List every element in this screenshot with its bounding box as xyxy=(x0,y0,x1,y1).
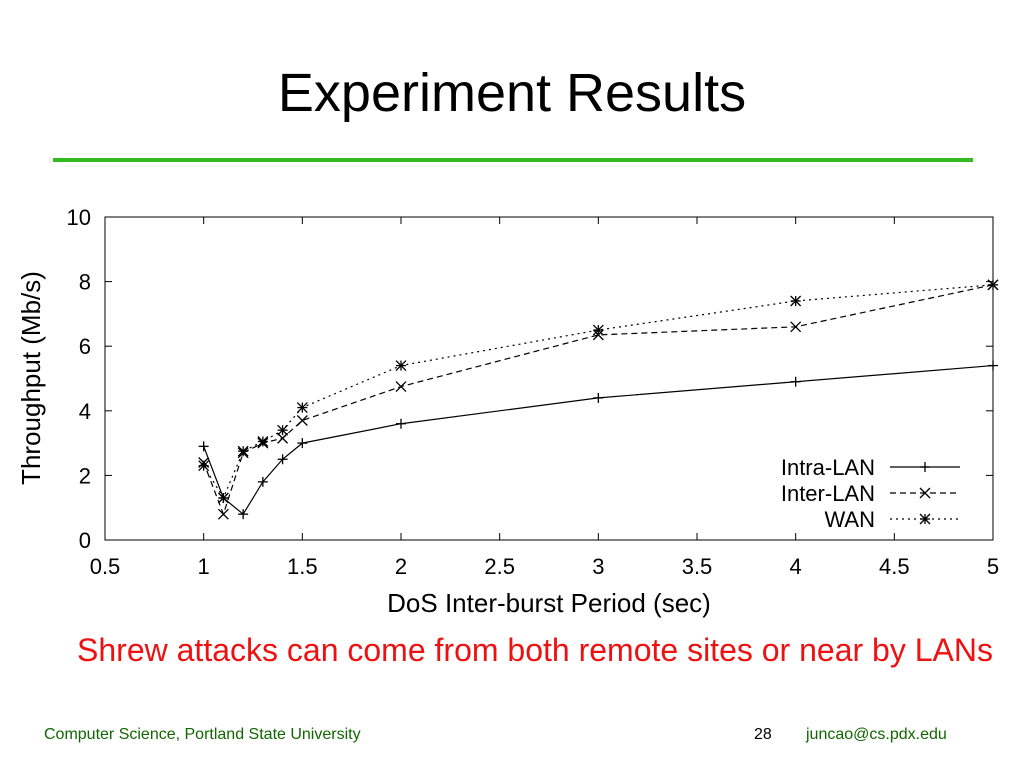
x-tick-label: 1 xyxy=(198,554,210,579)
data-point-wan xyxy=(198,460,210,472)
x-tick-label: 1.5 xyxy=(287,554,318,579)
data-point-wan xyxy=(237,445,249,457)
data-point-intra-lan xyxy=(257,476,268,487)
data-point-wan xyxy=(790,295,802,307)
data-point-inter-lan xyxy=(277,432,289,444)
footer-email: juncao@cs.pdx.edu xyxy=(806,726,947,743)
x-tick-label: 4.5 xyxy=(879,554,910,579)
data-point-intra-lan xyxy=(988,360,998,371)
legend-marker-intra-lan xyxy=(920,462,930,472)
x-axis-label: DoS Inter-burst Period (sec) xyxy=(387,588,711,618)
data-point-intra-lan xyxy=(297,438,308,449)
series-line-intra-lan xyxy=(203,364,994,516)
data-point-intra-lan xyxy=(593,392,604,403)
data-point-wan xyxy=(296,402,308,414)
data-point-wan xyxy=(592,324,604,336)
data-point-intra-lan xyxy=(198,441,209,452)
data-point-inter-lan xyxy=(217,508,229,520)
footer-institution: Computer Science, Portland State Univers… xyxy=(44,726,361,743)
plot-area-frame xyxy=(104,216,994,541)
y-tick-label: 0 xyxy=(79,528,91,553)
x-tick-label: 4 xyxy=(790,554,802,579)
data-point-intra-lan xyxy=(790,376,801,387)
title-divider xyxy=(53,158,973,162)
data-point-inter-lan xyxy=(296,415,308,426)
series-line-inter-lan xyxy=(203,284,994,516)
data-point-wan xyxy=(277,424,289,436)
x-tick-label: 5 xyxy=(987,554,999,579)
series-line-wan xyxy=(203,284,994,500)
x-tick-label: 3 xyxy=(592,554,604,579)
data-point-inter-lan xyxy=(790,321,802,333)
data-point-wan xyxy=(395,360,407,372)
data-point-inter-lan xyxy=(395,381,407,393)
y-tick-label: 4 xyxy=(79,399,91,424)
legend-label-intra-lan: Intra-LAN xyxy=(781,455,875,480)
data-point-wan xyxy=(257,436,269,447)
throughput-chart: 0.5 1 1.5 2 2.5 3 3.5 4 4.5 5 0 2 4 6 8 10 Intra-LANInt… xyxy=(16,205,999,618)
legend-label-wan: WAN xyxy=(824,507,875,532)
legend-marker-inter-lan xyxy=(919,487,931,499)
data-point-wan xyxy=(987,279,999,291)
slide-caption: Shrew attacks can come from both remote … xyxy=(77,632,993,668)
legend-marker-wan xyxy=(919,513,931,525)
y-tick-label: 8 xyxy=(79,270,91,295)
x-tick-label: 2 xyxy=(395,554,407,579)
x-tick-label: 2.5 xyxy=(484,554,515,579)
y-tick-label: 6 xyxy=(79,334,91,359)
data-point-intra-lan xyxy=(238,509,249,520)
data-point-intra-lan xyxy=(277,454,288,465)
y-axis-label: Throughput (Mb/s) xyxy=(16,271,46,485)
data-point-intra-lan xyxy=(396,418,406,429)
slide-title: Experiment Results xyxy=(277,63,747,123)
legend-label-inter-lan: Inter-LAN xyxy=(781,481,875,506)
data-point-wan xyxy=(217,492,229,504)
x-tick-label: 3.5 xyxy=(682,554,713,579)
page-number: 28 xyxy=(754,726,772,743)
y-tick-label: 10 xyxy=(67,205,91,230)
y-tick-label: 2 xyxy=(79,463,91,488)
x-tick-label: 0.5 xyxy=(90,554,121,579)
